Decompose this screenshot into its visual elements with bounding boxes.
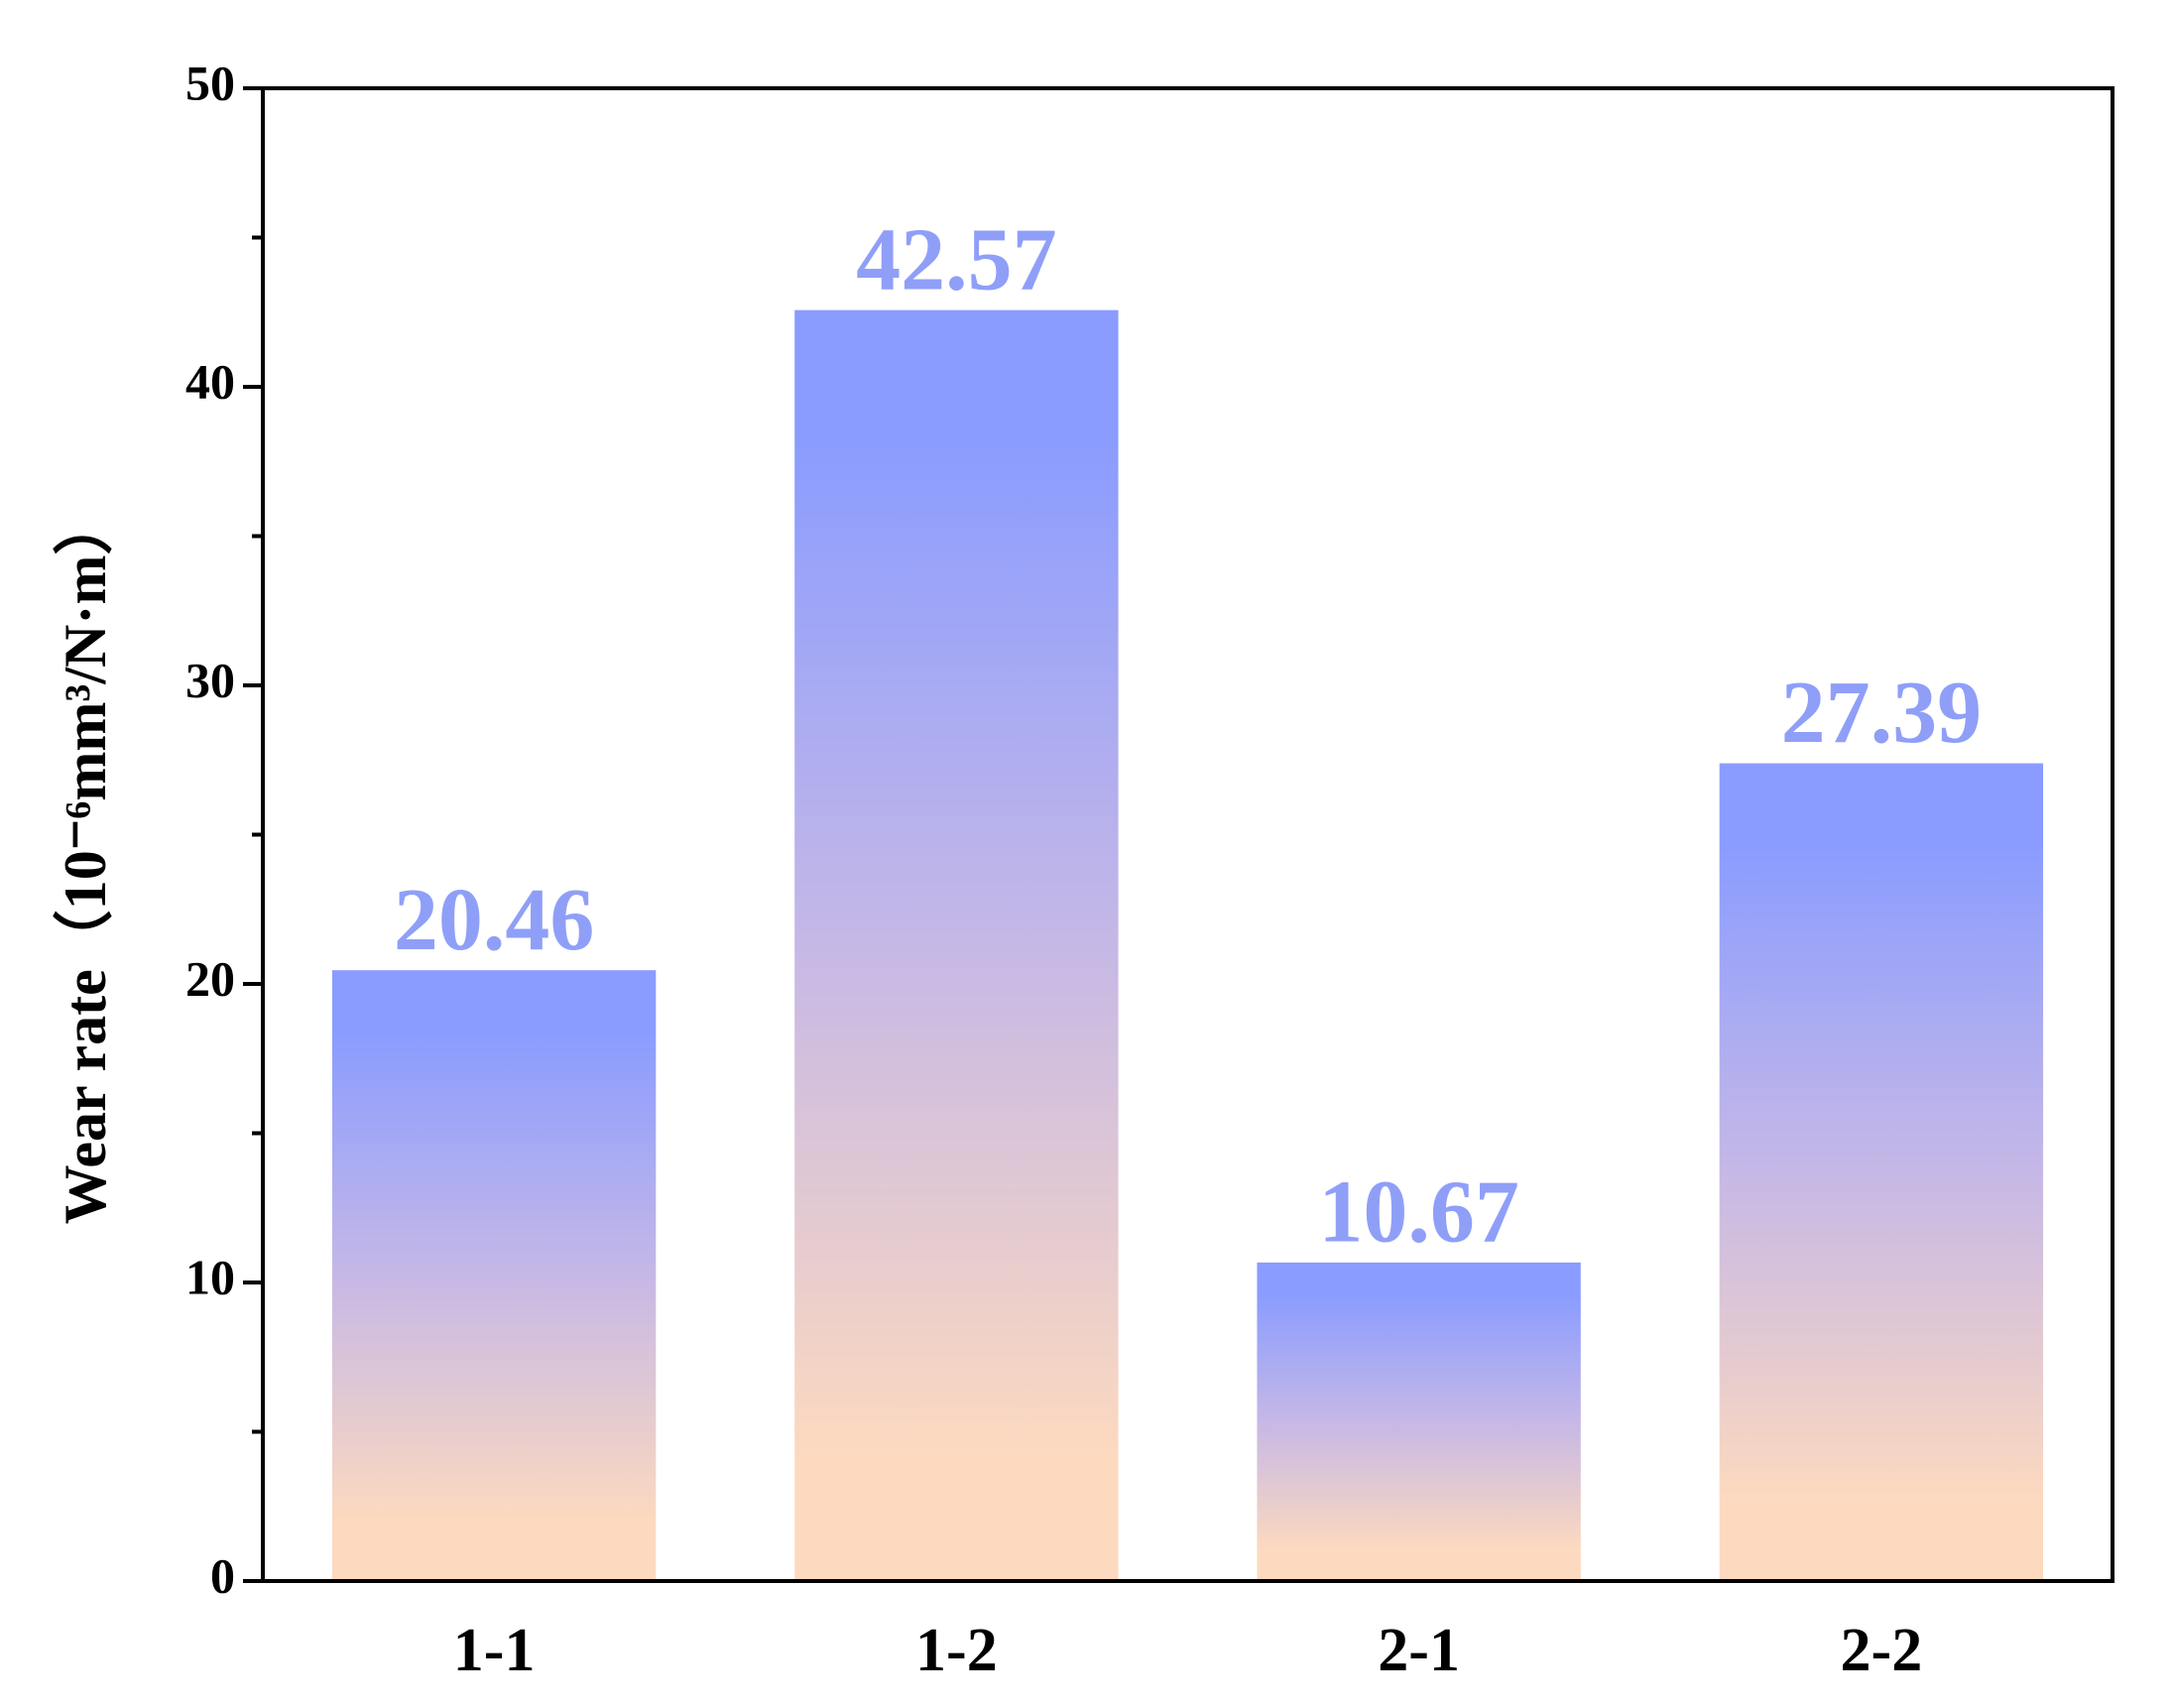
x-tick-label: 1-1: [453, 1617, 536, 1684]
y-tick-label: 30: [185, 652, 235, 707]
y-tick-label: 20: [185, 950, 235, 1006]
value-label: 10.67: [1318, 1162, 1519, 1261]
y-tick-label: 0: [210, 1547, 235, 1603]
bar: [1719, 763, 2044, 1581]
x-tick-label: 2-2: [1841, 1617, 1923, 1684]
y-axis-title: Wear rate（10⁻⁶mm³/N·m）: [52, 496, 118, 1225]
y-tick-label: 40: [185, 353, 235, 409]
y-tick-label: 10: [185, 1249, 235, 1304]
bar: [1257, 1262, 1581, 1581]
x-tick-label: 2-1: [1378, 1617, 1460, 1684]
bar: [331, 970, 657, 1581]
value-label: 27.39: [1781, 664, 1983, 762]
y-tick-label: 50: [185, 55, 235, 110]
x-tick-label: 1-2: [915, 1617, 998, 1684]
bar: [794, 309, 1119, 1581]
value-label: 42.57: [856, 210, 1057, 308]
plot-frame: [261, 86, 2114, 1583]
value-label: 20.46: [394, 871, 595, 969]
